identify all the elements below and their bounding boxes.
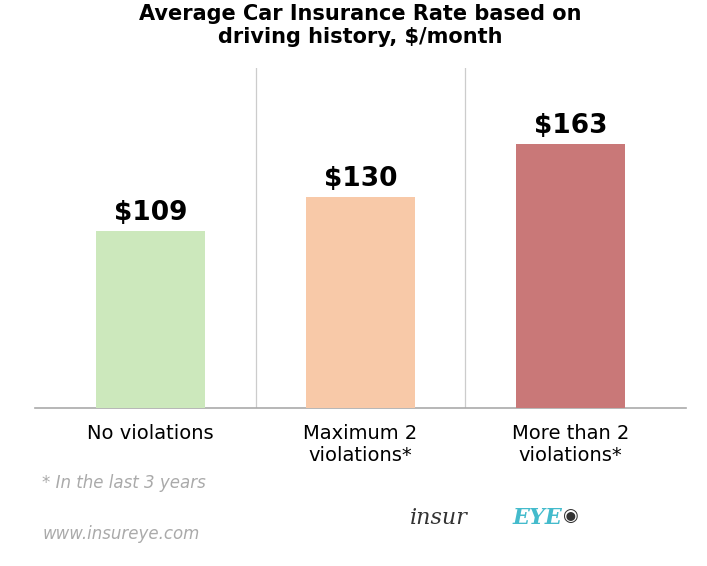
Text: EYE: EYE [513,507,563,529]
Text: www.insureye.com: www.insureye.com [42,525,200,543]
Text: * In the last 3 years: * In the last 3 years [42,474,206,492]
Bar [96,231,205,408]
Text: $130: $130 [324,166,397,192]
Title: Average Car Insurance Rate based on
driving history, $/month: Average Car Insurance Rate based on driv… [139,4,582,47]
Text: insur: insur [410,507,468,529]
Text: $163: $163 [534,113,607,139]
Text: $109: $109 [114,200,187,226]
Bar [516,144,625,408]
Bar [306,198,415,408]
Text: ◉: ◉ [562,507,578,525]
